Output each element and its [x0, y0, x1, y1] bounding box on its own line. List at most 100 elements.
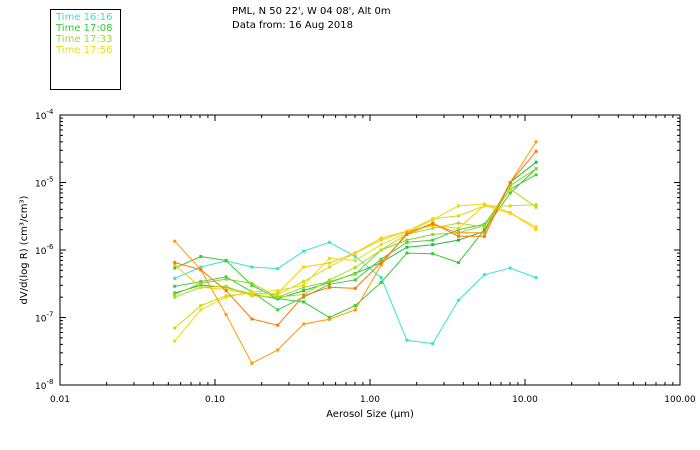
data-point [173, 292, 177, 296]
data-point [508, 181, 512, 184]
data-point [534, 225, 538, 229]
data-point [353, 272, 357, 276]
data-point [431, 221, 435, 225]
data-point [327, 282, 331, 286]
data-point [431, 226, 435, 230]
data-point [327, 280, 331, 284]
data-point [482, 228, 486, 232]
data-point [199, 280, 203, 284]
data-point [302, 285, 306, 289]
data-point [224, 295, 228, 299]
series-3 [173, 173, 538, 312]
data-point [199, 268, 203, 272]
data-point [353, 266, 357, 270]
data-point [224, 289, 228, 293]
y-tick-label: 10-4 [35, 108, 54, 122]
data-point [456, 226, 460, 230]
data-point [199, 255, 203, 259]
data-point [276, 348, 280, 352]
data-point [173, 295, 177, 299]
data-point [199, 308, 203, 312]
data-point [534, 140, 538, 144]
data-point [173, 276, 177, 280]
data-point [379, 281, 383, 285]
data-point [431, 252, 435, 256]
y-tick-base: 10 [35, 382, 47, 392]
data-point [379, 261, 383, 265]
data-point [353, 278, 357, 282]
data-point [456, 298, 460, 302]
data-point [173, 263, 177, 267]
data-point [327, 265, 331, 269]
y-axis-label: dV/d(log R) (cm³/cm³) [19, 195, 30, 304]
data-point [250, 361, 254, 365]
series-8 [173, 203, 538, 296]
series-4 [173, 167, 538, 299]
data-point [302, 300, 306, 304]
data-point [379, 276, 383, 280]
legend-entry: Time 17:56 [56, 45, 113, 56]
data-point [224, 284, 228, 288]
data-point [173, 261, 177, 265]
data-point [508, 187, 512, 191]
chart-title: PML, N 50 22', W 04 08', Alt 0m [232, 6, 391, 17]
y-tick-base: 10 [35, 180, 47, 190]
data-point [250, 265, 254, 269]
data-point [482, 231, 486, 235]
data-point [199, 285, 203, 289]
data-point [199, 281, 203, 285]
data-point [456, 214, 460, 218]
legend-entry: Time 17:33 [56, 34, 113, 45]
chart-subtitle: Data from: 16 Aug 2018 [232, 20, 353, 31]
series-line [174, 150, 537, 326]
data-point [276, 297, 280, 301]
data-point [405, 245, 409, 249]
data-point [379, 248, 383, 252]
data-point [405, 251, 409, 255]
data-point [405, 338, 409, 342]
data-point [327, 256, 331, 260]
data-point [276, 289, 280, 293]
data-point [379, 238, 383, 242]
data-point [482, 225, 486, 229]
data-point [327, 316, 331, 319]
data-point [456, 204, 460, 208]
data-point [534, 276, 538, 280]
x-tick-label: 100.00 [664, 395, 696, 405]
y-tick-exponent: -4 [46, 108, 54, 116]
data-point [327, 240, 331, 244]
data-point [302, 249, 306, 253]
data-point [276, 308, 280, 312]
data-point [173, 239, 177, 243]
data-point [327, 317, 331, 321]
y-tick-exponent: -7 [46, 311, 53, 319]
series-1 [173, 167, 538, 319]
y-tick-exponent: -8 [46, 378, 53, 386]
data-point [173, 284, 177, 288]
data-point [250, 292, 254, 296]
data-point [405, 240, 409, 244]
data-point [302, 265, 306, 269]
data-point [405, 231, 409, 235]
data-point [534, 167, 538, 171]
x-axis-label: Aerosol Size (μm) [326, 409, 414, 420]
y-tick-base: 10 [35, 315, 47, 325]
data-point [534, 228, 538, 232]
x-tick-label: 0.01 [50, 395, 70, 405]
data-point [199, 265, 203, 269]
data-point [405, 238, 409, 242]
data-point [456, 261, 460, 265]
data-point [431, 243, 435, 247]
series-10 [173, 149, 538, 327]
data-point [431, 232, 435, 236]
data-point [250, 290, 254, 294]
data-point [456, 231, 460, 235]
legend-entry: Time 16:16 [56, 12, 113, 23]
data-point [379, 257, 383, 261]
y-tick-base: 10 [35, 247, 47, 257]
data-point [456, 238, 460, 242]
data-point [224, 313, 228, 317]
data-point [276, 291, 280, 295]
data-point [302, 322, 306, 326]
